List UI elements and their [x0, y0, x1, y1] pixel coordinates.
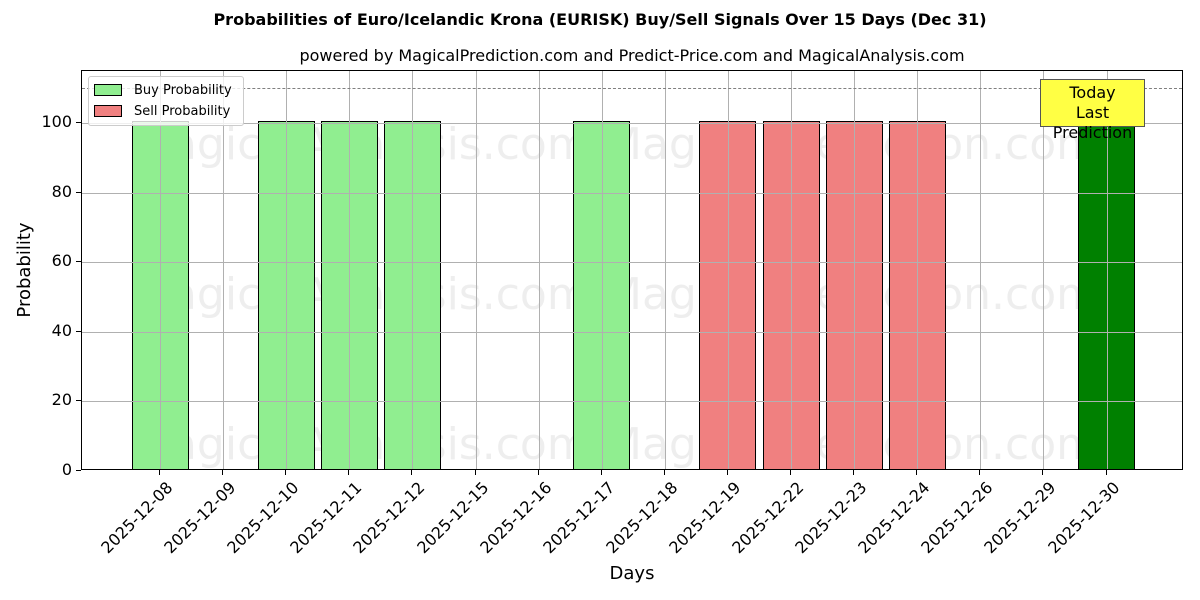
y-tick-label: 60 [51, 251, 72, 271]
legend-item-sell: Sell Probability [94, 103, 230, 119]
x-tick-mark [1042, 470, 1044, 475]
grid-line-v [286, 71, 288, 469]
y-tick-label: 20 [51, 390, 72, 410]
grid-line-h [82, 262, 1182, 264]
grid-line-h [82, 192, 1182, 194]
grid-line-v [412, 71, 414, 469]
last-prediction-label: Last Prediction [1052, 103, 1133, 142]
x-tick-mark [537, 470, 539, 475]
grid-line-v [917, 71, 919, 469]
legend-label-buy: Buy Probability [134, 82, 232, 98]
grid-line-v [1043, 71, 1045, 469]
x-tick-mark [853, 470, 855, 475]
x-tick-mark [348, 470, 350, 475]
x-tick-mark [979, 470, 981, 475]
grid-line-v [791, 71, 792, 469]
y-tick-mark [76, 330, 81, 332]
today-annotation: Today Last Prediction [1040, 79, 1145, 142]
y-tick-label: 0 [61, 460, 72, 479]
y-tick-mark [76, 470, 81, 471]
y-tick-label: 100 [41, 112, 72, 132]
y-tick-mark [76, 191, 81, 193]
x-tick-mark [411, 470, 413, 475]
grid-line-h [82, 123, 1182, 125]
x-tick-mark [916, 470, 918, 475]
grid-line-v [349, 71, 351, 469]
chart-title: Probabilities of Euro/Icelandic Krona (E… [213, 10, 987, 29]
x-tick-mark [600, 470, 602, 475]
x-tick-mark [1105, 470, 1107, 475]
grid-line-v [601, 71, 603, 469]
sell-swatch [94, 105, 122, 117]
y-tick-mark [76, 261, 81, 263]
grid-line-v [854, 71, 856, 469]
grid-line-v [160, 71, 161, 469]
legend-item-buy: Buy Probability [94, 82, 232, 98]
plot-area: MagicalAnalysis.comMagicalPrediction.com… [81, 70, 1183, 470]
x-tick-mark [663, 470, 665, 475]
grid-line-v [727, 71, 729, 469]
legend-label-sell: Sell Probability [134, 103, 231, 119]
grid-line-v [475, 71, 477, 469]
x-tick-mark [474, 470, 476, 475]
grid-line-h [82, 401, 1182, 403]
grid-line-v [980, 71, 982, 469]
x-tick-mark [790, 470, 791, 475]
x-tick-mark [726, 470, 728, 475]
grid-line-v [538, 71, 540, 469]
y-tick-label: 40 [51, 320, 72, 340]
chart-subtitle: powered by MagicalPrediction.com and Pre… [299, 46, 965, 65]
buy-swatch [94, 84, 122, 96]
y-tick-mark [76, 400, 81, 402]
x-tick-mark [159, 470, 160, 475]
x-tick-mark [222, 470, 224, 475]
reference-line [82, 88, 1182, 90]
grid-line-v [664, 71, 666, 469]
today-label: Today [1069, 83, 1116, 102]
x-axis-label: Days [609, 563, 655, 584]
y-tick-mark [76, 122, 81, 124]
x-tick-mark [285, 470, 287, 475]
legend: Buy Probability Sell Probability [88, 76, 244, 126]
grid-line-v [223, 71, 225, 469]
grid-line-h [82, 331, 1182, 333]
grid-line-v [1106, 71, 1108, 469]
y-tick-label: 80 [51, 181, 72, 201]
y-axis-label: Probability [14, 222, 35, 318]
